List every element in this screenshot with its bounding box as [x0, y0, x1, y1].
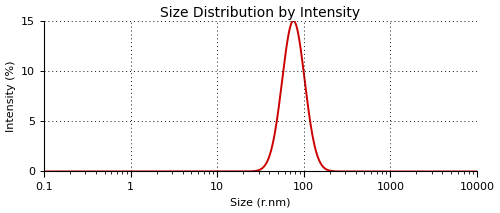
X-axis label: Size (r.nm): Size (r.nm)	[230, 197, 291, 207]
Title: Size Distribution by Intensity: Size Distribution by Intensity	[160, 6, 360, 20]
Y-axis label: Intensity (%): Intensity (%)	[6, 60, 16, 132]
